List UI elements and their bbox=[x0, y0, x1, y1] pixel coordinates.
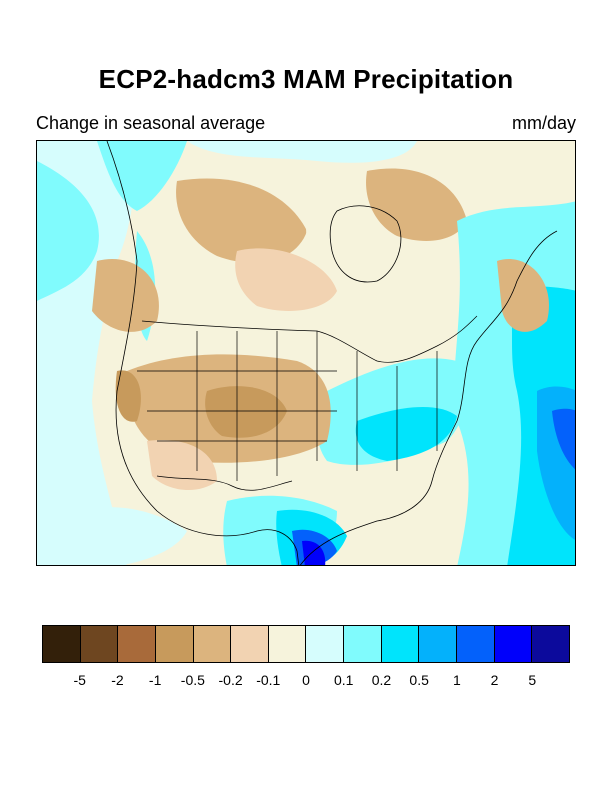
colorbar-tick-label: 2 bbox=[490, 672, 499, 688]
colorbar-swatch bbox=[193, 626, 232, 662]
southeast-wet-region bbox=[355, 406, 457, 461]
colorbar-swatch bbox=[419, 626, 458, 662]
colorbar-tick-label: 5 bbox=[528, 672, 537, 688]
colorbar-swatch bbox=[80, 626, 119, 662]
southwest-dry-region bbox=[147, 440, 217, 491]
baja-wet-region bbox=[77, 507, 187, 565]
precipitation-map bbox=[36, 140, 576, 566]
colorbar bbox=[42, 625, 570, 663]
political-borders bbox=[137, 315, 478, 491]
colorbar-tick-label: -1 bbox=[148, 672, 162, 688]
colorbar-swatch bbox=[118, 626, 156, 662]
colorbar-swatch bbox=[231, 626, 269, 662]
colorbar-tick-labels: -5 -2 -1 -0.5 -0.2 -0.1 0 0.1 0.2 0.5 1 2 5 bbox=[42, 672, 570, 692]
hudson-bay-outline bbox=[329, 205, 402, 283]
colorbar-tick-label: -5 bbox=[73, 672, 86, 688]
colorbar-tick-label: 0.5 bbox=[409, 672, 429, 688]
map-title: ECP2-hadcm3 MAM Precipitation bbox=[98, 64, 514, 94]
coastlines bbox=[106, 141, 558, 565]
labrador-dry-region bbox=[497, 259, 549, 332]
us-canada-border bbox=[141, 315, 478, 363]
east-coastline bbox=[300, 230, 558, 565]
colorbar-swatch bbox=[155, 626, 194, 662]
state-borders bbox=[137, 331, 438, 481]
colorbar-swatch bbox=[457, 626, 495, 662]
pacific-south-wet-region bbox=[37, 381, 61, 521]
units-label: mm/day bbox=[511, 113, 576, 133]
arctic-wet-region bbox=[187, 141, 417, 163]
prairie-dry-region bbox=[235, 248, 337, 311]
west-coastline bbox=[106, 141, 300, 565]
colorbar-swatch bbox=[532, 626, 569, 662]
colorbar-swatch bbox=[381, 626, 420, 662]
pacific-north-wet-region bbox=[37, 161, 99, 301]
colorbar-swatch bbox=[344, 626, 382, 662]
colorbar-tick-label: 0.1 bbox=[333, 672, 354, 688]
colorbar-tick-label: -0.2 bbox=[218, 672, 243, 688]
plains-drier-region bbox=[205, 386, 287, 438]
us-mexico-border bbox=[156, 475, 293, 491]
canada-dry-region-1 bbox=[176, 178, 307, 263]
map-canvas bbox=[37, 141, 575, 565]
colorbar-tick-label: -0.5 bbox=[180, 672, 205, 688]
atlantic-max-region bbox=[552, 408, 575, 470]
colorbar-tick-label: 0 bbox=[302, 672, 310, 688]
colorbar-swatch bbox=[43, 626, 81, 662]
colorbar-tick-label: 1 bbox=[452, 672, 461, 688]
colorbar-swatch bbox=[268, 626, 307, 662]
colorbar-tick-label: -2 bbox=[111, 672, 124, 688]
canada-dry-region-2 bbox=[366, 168, 467, 241]
alaska-wet-region bbox=[97, 141, 187, 211]
colorbar-swatch bbox=[306, 626, 345, 662]
colorbar-tick-label: 0.2 bbox=[371, 672, 392, 688]
colorbar-swatch bbox=[494, 626, 533, 662]
colorbar-tick-label: -0.1 bbox=[256, 672, 281, 688]
bc-dry-region bbox=[92, 259, 159, 332]
great-basin-dry-region bbox=[115, 370, 141, 422]
map-subtitle: Change in seasonal average bbox=[36, 113, 266, 133]
